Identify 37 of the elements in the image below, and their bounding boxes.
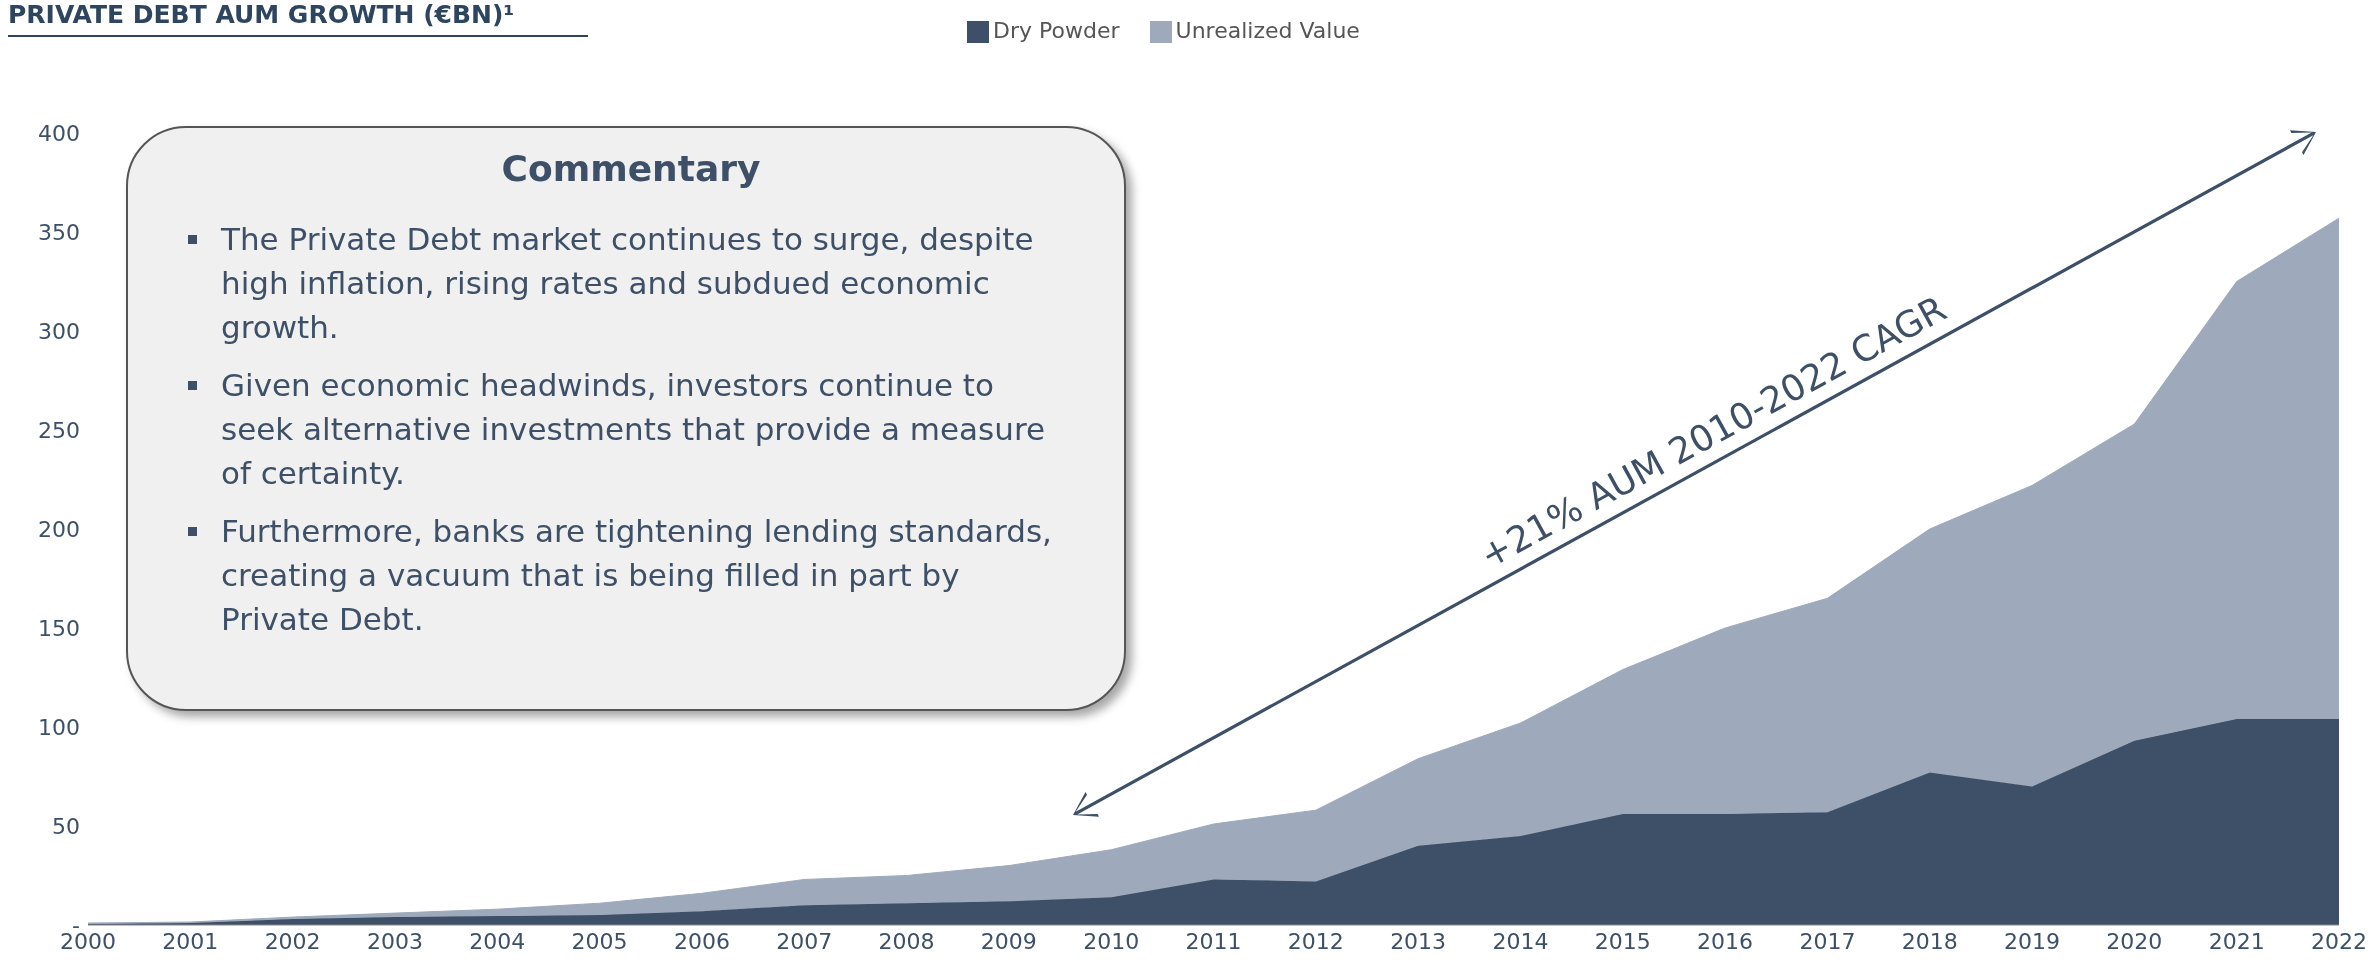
- x-tick-label: 2020: [2106, 928, 2163, 954]
- x-tick-label: 2004: [469, 928, 526, 954]
- y-tick-label: 300: [38, 318, 80, 344]
- chart-title: PRIVATE DEBT AUM GROWTH (€BN)¹: [8, 0, 588, 37]
- y-tick-label: 350: [38, 219, 80, 245]
- x-tick-label: 2002: [264, 928, 321, 954]
- x-tick-label: 2012: [1287, 928, 1344, 954]
- x-tick-label: 2022: [2311, 928, 2367, 954]
- legend-label: Unrealized Value: [1175, 18, 1360, 43]
- y-tick-label: 400: [38, 120, 80, 146]
- y-tick-label: 150: [38, 615, 80, 641]
- x-tick-label: 2021: [2208, 928, 2265, 954]
- x-tick-label: 2008: [878, 928, 935, 954]
- annotation: Furthermore, banks are tightening lending standards, creating a vacuum that is being filled in part by Private Debt.: [221, 512, 1053, 639]
- annotation: The Private Debt market continues to surge, despite high inflation, rising rates and subdued economic growth.: [221, 220, 1035, 347]
- x-tick-label: 2009: [980, 928, 1037, 954]
- annotation: Commentary: [500, 148, 762, 189]
- x-tick-label: 2006: [673, 928, 730, 954]
- y-tick-label: 200: [38, 516, 80, 542]
- y-tick-label: 250: [38, 417, 80, 443]
- x-tick-label: 2016: [1697, 928, 1754, 954]
- legend-label: Dry Powder: [993, 18, 1120, 43]
- x-tick-label: 2003: [366, 928, 423, 954]
- x-tick-label: 2007: [776, 928, 833, 954]
- y-tick-label: 50: [52, 813, 80, 839]
- x-tick-label: 2001: [162, 928, 219, 954]
- x-tick-label: 2014: [1492, 928, 1549, 954]
- x-tick-label: 2010: [1083, 928, 1140, 954]
- x-tick-label: 2019: [2004, 928, 2061, 954]
- x-tick-label: 2018: [1901, 928, 1958, 954]
- y-tick-label: 100: [38, 714, 80, 740]
- annotation: Given economic headwinds, investors continue to seek alternative investments that provide a measure of certainty.: [221, 366, 1046, 493]
- x-tick-label: 2011: [1185, 928, 1242, 954]
- x-tick-label: 2013: [1390, 928, 1447, 954]
- x-tick-label: 2005: [571, 928, 628, 954]
- x-tick-label: 2017: [1799, 928, 1856, 954]
- x-tick-label: 2015: [1594, 928, 1651, 954]
